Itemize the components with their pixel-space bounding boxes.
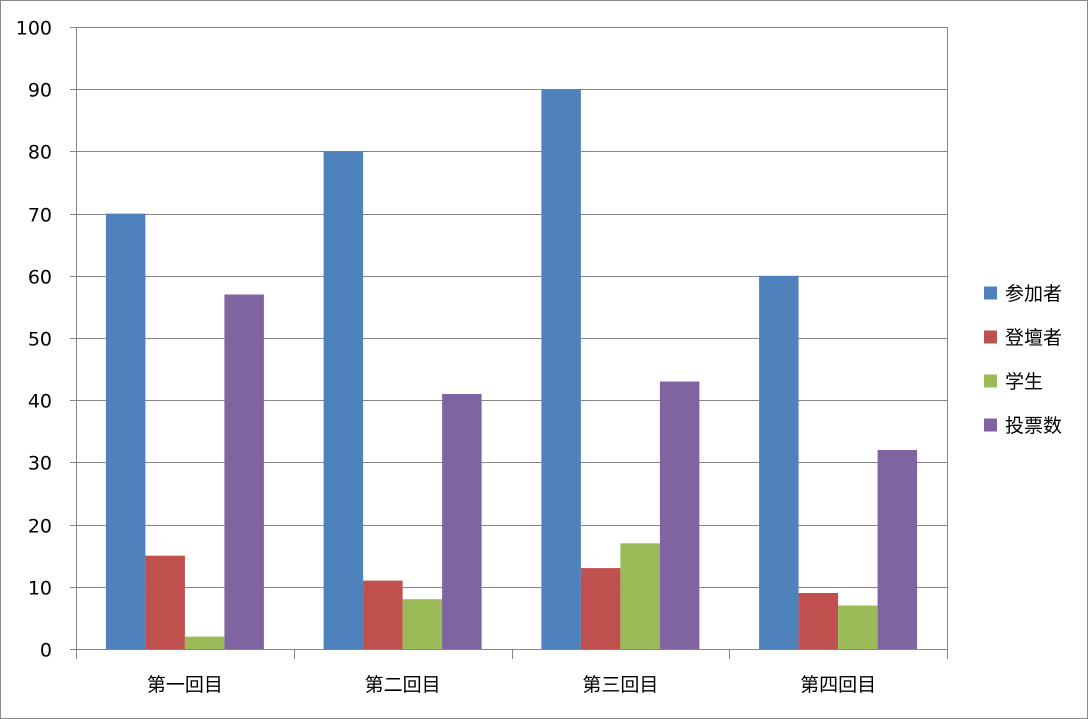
legend-swatch — [984, 418, 997, 432]
y-tick-label: 0 — [40, 640, 52, 662]
bar — [877, 450, 918, 649]
bar — [659, 381, 700, 649]
legend-label: 参加者 — [1005, 283, 1062, 305]
x-category-label: 第一回目 — [147, 674, 223, 696]
legend-label: 登壇者 — [1005, 327, 1062, 349]
bar — [620, 543, 660, 649]
bar — [580, 568, 621, 649]
bar — [442, 394, 482, 649]
gridlines — [76, 27, 947, 588]
y-tick-label: 10 — [28, 578, 52, 600]
bar — [402, 599, 443, 649]
y-tick-label: 20 — [28, 516, 52, 538]
legend-swatch — [984, 330, 997, 344]
y-tick-label: 60 — [28, 267, 52, 289]
bar — [541, 89, 581, 649]
x-category-label: 第三回目 — [582, 674, 658, 696]
y-tick-label: 100 — [16, 18, 52, 40]
legend-swatch — [984, 286, 997, 300]
axes — [70, 27, 948, 659]
bar — [838, 605, 878, 649]
bar — [759, 275, 799, 649]
bar — [798, 593, 839, 649]
legend-swatch — [984, 374, 997, 388]
x-category-label: 第二回目 — [365, 674, 441, 696]
bars — [105, 89, 918, 649]
bar — [363, 580, 403, 649]
x-category-labels: 第一回目 第二回目 第三回目 第四回目 — [147, 674, 876, 696]
y-tick-label: 80 — [28, 142, 52, 164]
bar — [105, 213, 146, 649]
bar — [323, 151, 364, 649]
y-tick-label: 30 — [28, 453, 52, 475]
bar — [145, 555, 185, 649]
legend-label: 投票数 — [1005, 415, 1062, 437]
y-tick-label: 70 — [28, 205, 52, 227]
legend-label: 学生 — [1005, 371, 1043, 393]
y-tick-labels: 0 10 20 30 40 50 60 70 80 90 100 — [16, 18, 52, 662]
bar — [184, 636, 225, 649]
bar — [224, 294, 264, 649]
y-tick-label: 40 — [28, 391, 52, 413]
y-tick-label: 90 — [28, 80, 52, 102]
x-category-label: 第四回目 — [800, 674, 876, 696]
y-tick-label: 50 — [28, 329, 52, 351]
